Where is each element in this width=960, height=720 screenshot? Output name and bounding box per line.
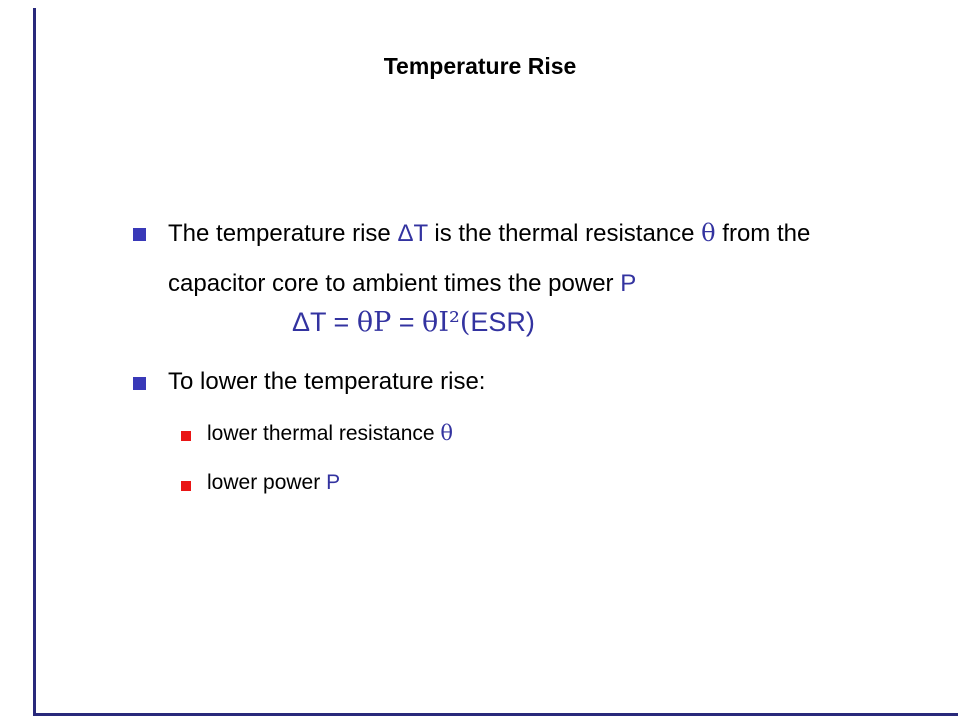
equation-theta: θ — [422, 307, 439, 338]
sub-bullet2-label: lower power — [207, 471, 327, 494]
equation: ΔT = θP = θI²(ESR) — [292, 307, 535, 338]
equation-delta-t: ΔT — [292, 307, 327, 337]
bullet1-post: from the capacitor core to ambient times… — [168, 220, 811, 297]
equation-open-paren: ( — [459, 307, 471, 338]
sub-bullet2-text: lower power P — [207, 471, 340, 495]
equation-equals-2: = — [391, 307, 423, 337]
red-square-bullet-icon — [181, 481, 191, 491]
sub-theta-inline: θ — [440, 421, 454, 445]
equation-equals-1: = — [326, 307, 357, 337]
delta-t-inline: ΔT — [397, 220, 428, 247]
equation-esr: ESR — [470, 307, 526, 337]
blue-square-bullet-icon — [133, 377, 146, 390]
sub-bullet1-text: lower thermal resistance θ — [207, 421, 453, 446]
equation-i-squared: I² — [438, 307, 460, 338]
bullet1-mid: is the thermal resistance — [427, 220, 702, 247]
sub-power-inline: P — [326, 471, 341, 494]
equation-theta-p: θP — [356, 307, 392, 338]
power-inline: P — [620, 270, 637, 297]
slide-title: Temperature Rise — [383, 53, 577, 79]
equation-close-paren: ) — [525, 307, 535, 337]
bottom-border-line — [33, 713, 958, 716]
theta-inline: θ — [701, 219, 716, 247]
red-square-bullet-icon — [181, 431, 191, 441]
bullet2-text: To lower the temperature rise: — [168, 368, 486, 395]
left-border-line — [33, 8, 36, 716]
bullet1-pre: The temperature rise — [168, 220, 398, 247]
bullet1-text: The temperature rise ΔT is the thermal r… — [168, 208, 882, 309]
blue-square-bullet-icon — [133, 228, 146, 241]
sub-bullet1-label: lower thermal resistance — [207, 422, 441, 445]
